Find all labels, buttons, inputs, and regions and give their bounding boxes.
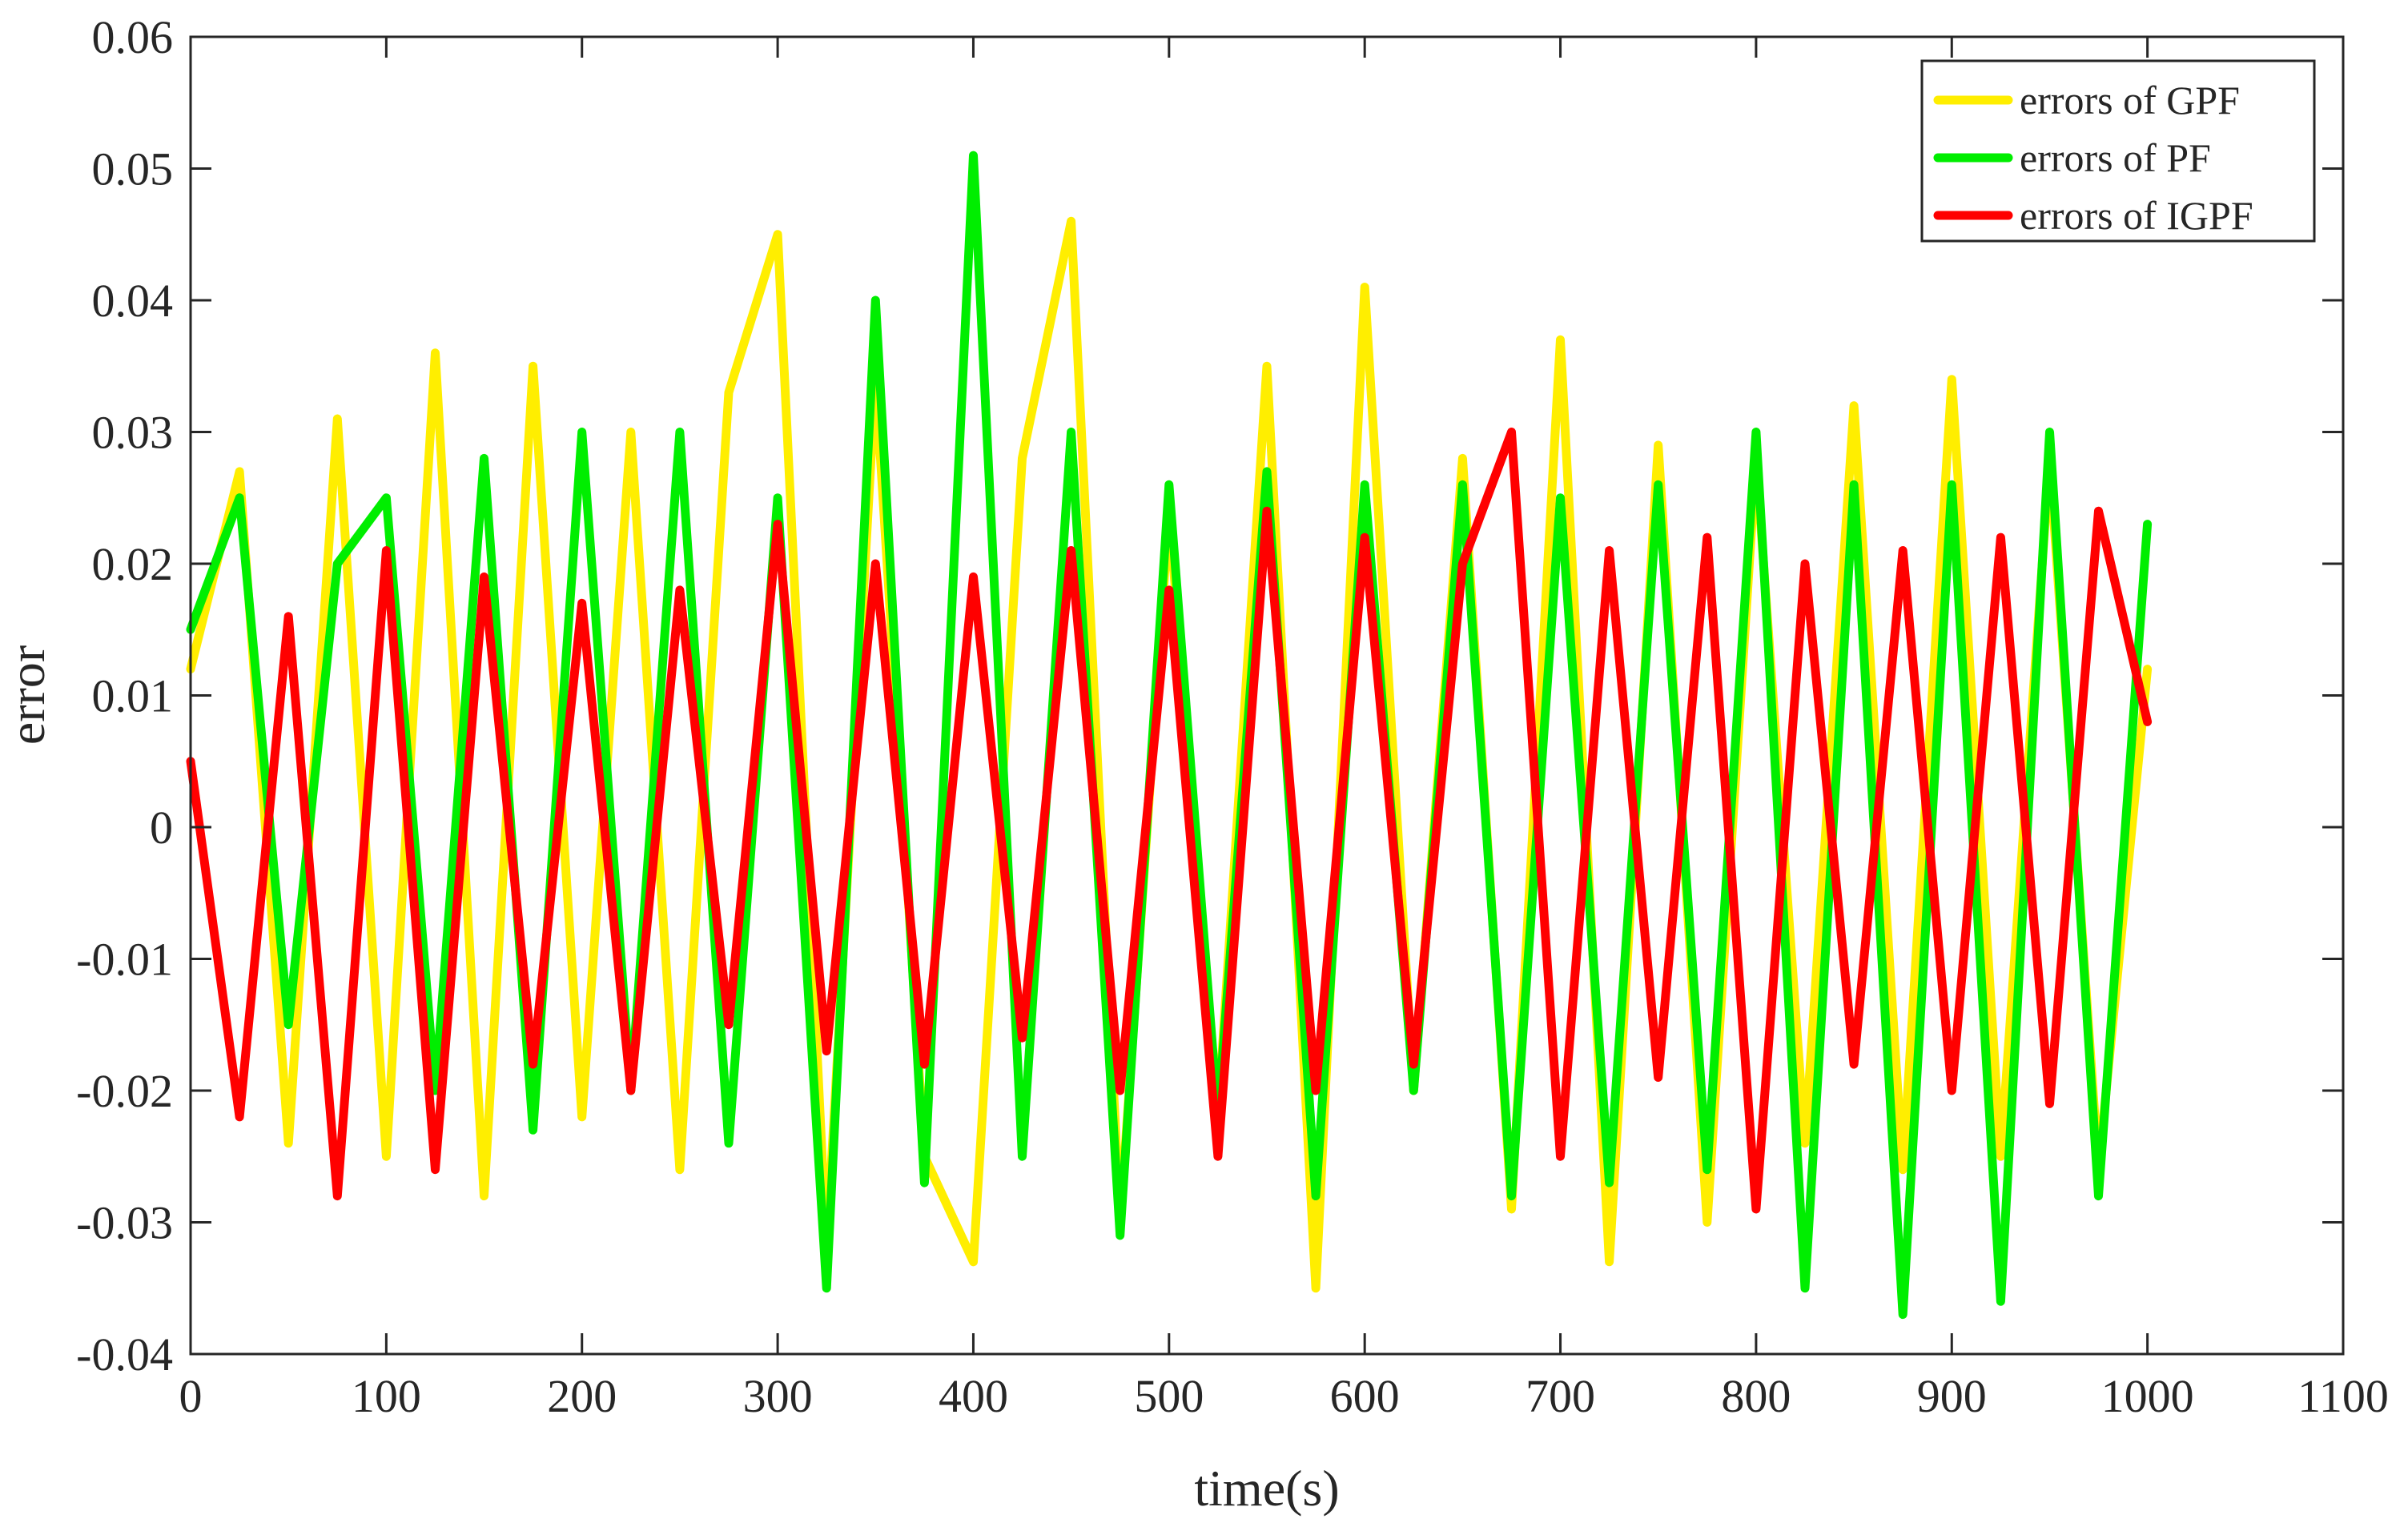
y-tick-label: 0.06 <box>92 11 174 63</box>
series-line-errors-of-igpf <box>186 428 2153 1214</box>
y-tick-label: 0.02 <box>92 538 174 590</box>
x-tick-label: 700 <box>1526 1370 1595 1422</box>
series-layer <box>186 151 2153 1320</box>
x-tick-label: 500 <box>1134 1370 1204 1422</box>
y-tick-label: 0.05 <box>92 143 174 195</box>
y-tick-label: -0.02 <box>76 1065 173 1117</box>
legend-label-errors-of-igpf: errors of IGPF <box>2020 193 2253 238</box>
x-tick-label: 0 <box>179 1370 203 1422</box>
x-axis-title: time(s) <box>1194 1460 1339 1517</box>
series-line-errors-of-gpf <box>186 216 2153 1293</box>
x-tick-label: 1000 <box>2101 1370 2194 1422</box>
y-axis-title: error <box>0 645 55 745</box>
x-tick-label: 600 <box>1330 1370 1400 1422</box>
x-tick-label: 200 <box>547 1370 617 1422</box>
y-tick-label: -0.04 <box>76 1328 173 1380</box>
y-tick-label: 0.04 <box>92 275 174 327</box>
x-tick-label: 300 <box>743 1370 813 1422</box>
x-tick-label: 900 <box>1917 1370 1987 1422</box>
legend-label-errors-of-gpf: errors of GPF <box>2020 78 2240 123</box>
x-tick-label: 400 <box>939 1370 1008 1422</box>
x-tick-label: 800 <box>1721 1370 1791 1422</box>
x-tick-label: 1100 <box>2297 1370 2389 1422</box>
y-axis: -0.04 -0.03 -0.02 -0.01 0 0.01 0.02 0.03 0.04 0.0… <box>76 11 2343 1380</box>
x-axis: 0 100 200 300 400 500 600 700 800 900 1000 1100 <box>179 37 2389 1422</box>
x-tick-label: 100 <box>352 1370 421 1422</box>
y-tick-label: -0.01 <box>76 934 173 986</box>
y-tick-label: -0.03 <box>76 1197 173 1249</box>
legend: errors of GPF errors of PF errors of IGPF <box>1920 59 2316 243</box>
legend-label-errors-of-pf: errors of PF <box>2020 135 2211 180</box>
y-tick-label: 0.01 <box>92 670 174 722</box>
y-tick-label: 0 <box>150 802 173 854</box>
y-tick-label: 0.03 <box>92 407 174 459</box>
